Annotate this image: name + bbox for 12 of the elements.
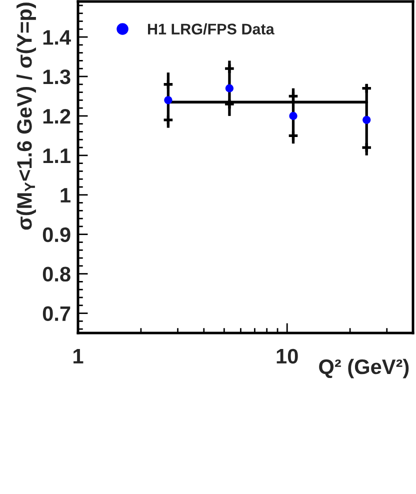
y-tick-label: 1 bbox=[60, 188, 70, 202]
x-tick-label: 10 bbox=[276, 348, 298, 364]
legend-label: H1 LRG/FPS Data bbox=[148, 23, 274, 35]
y-tick-label: 0.9 bbox=[42, 227, 70, 242]
y-tick-label: 1.1 bbox=[43, 148, 70, 163]
y-tick-label: 0.7 bbox=[42, 306, 70, 322]
x-axis-title: Q² (GeV²) bbox=[319, 358, 409, 378]
y-tick-label: 1.3 bbox=[43, 69, 70, 84]
y-axis-title: σ(M$_{Y}$<1.6 GeV) / σ(Y=p) bbox=[16, 2, 36, 230]
y-tick-label: 1.2 bbox=[43, 108, 70, 124]
y-tick-label: 1.4 bbox=[43, 30, 71, 45]
y-tick-label: 0.8 bbox=[42, 266, 70, 282]
